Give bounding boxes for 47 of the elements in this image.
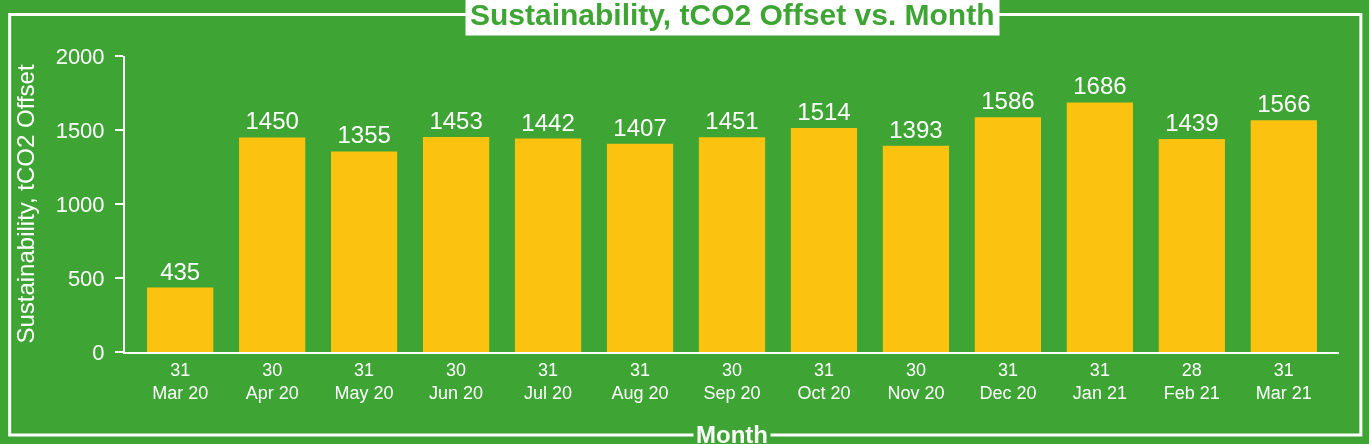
bar (698, 137, 766, 352)
x-tick-label: 30 Jun 20 (429, 359, 484, 403)
y-axis-title: Sustainability, tCO2 Offset (12, 64, 40, 344)
bar (882, 145, 950, 352)
y-tick-label: 1500 (55, 117, 105, 143)
x-tick-label: 30 Nov 20 (887, 359, 945, 403)
bar (1158, 139, 1225, 352)
data-label: 1514 (797, 97, 851, 125)
bar (331, 151, 398, 352)
bar (1250, 120, 1317, 352)
x-tick-label: 31 May 20 (334, 359, 394, 403)
x-tick-label: 31 Mar 21 (1255, 359, 1312, 403)
data-label: 1451 (705, 107, 759, 135)
chart-title: Sustainability, tCO2 Offset vs. Month (470, 0, 995, 31)
bar (239, 137, 306, 352)
data-label: 435 (160, 257, 201, 285)
data-label: 1355 (337, 121, 391, 149)
x-tick-label: 31 Jul 20 (524, 359, 573, 403)
x-tick-label: 30 Sep 20 (703, 359, 761, 403)
data-label: 1442 (521, 108, 575, 136)
bar (422, 136, 490, 352)
y-tick-label: 0 (92, 339, 105, 365)
bar (147, 287, 214, 352)
bar (790, 127, 858, 352)
bar (606, 143, 674, 352)
data-label: 1407 (613, 113, 667, 141)
x-tick-label: 30 Apr 20 (245, 359, 299, 403)
x-axis-title: Month (696, 421, 768, 444)
bar (1066, 102, 1133, 352)
x-tick-label: 31 Jan 21 (1072, 359, 1127, 403)
x-tick-label: 31 Dec 20 (979, 359, 1037, 403)
x-tick-label: 31 Aug 20 (611, 359, 669, 403)
data-label: 1566 (1257, 90, 1311, 118)
data-label: 1453 (429, 106, 483, 134)
data-label: 1686 (1073, 72, 1127, 100)
bar (974, 117, 1042, 352)
x-tick-label: 31 Oct 20 (797, 359, 851, 403)
x-tick-label: 28 Feb 21 (1163, 359, 1220, 403)
data-label: 1439 (1165, 109, 1219, 137)
x-tick-label: 31 Mar 20 (152, 359, 209, 403)
y-tick-label: 500 (67, 265, 105, 291)
data-label: 1450 (245, 107, 299, 135)
y-tick-label: 1000 (55, 191, 105, 217)
data-label: 1393 (889, 115, 943, 143)
data-label: 1586 (981, 87, 1035, 115)
y-tick-label: 2000 (55, 43, 105, 69)
bar (514, 138, 582, 352)
